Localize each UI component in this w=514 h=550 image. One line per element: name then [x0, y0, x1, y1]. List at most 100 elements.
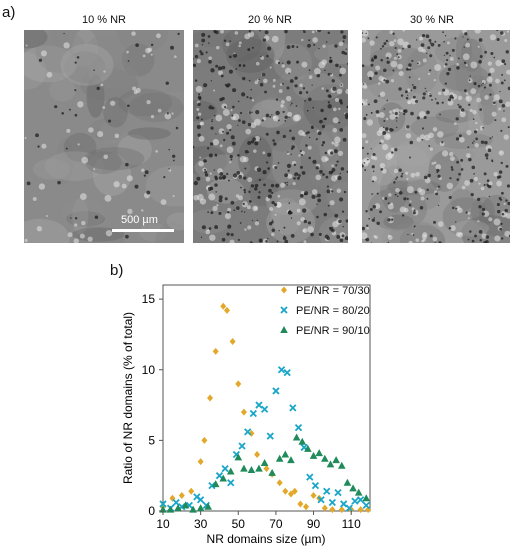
data-point [282, 487, 289, 495]
data-point [247, 466, 256, 474]
data-point [263, 465, 270, 473]
data-point [317, 496, 325, 504]
micrograph-title-10: 10 % NR [81, 14, 127, 26]
scale-bar [112, 229, 174, 232]
data-point [349, 484, 357, 492]
x-tick-label: 50 [232, 517, 246, 531]
data-point [189, 505, 197, 513]
data-point [309, 451, 318, 459]
data-point [226, 467, 235, 475]
data-point [201, 436, 208, 444]
data-point [219, 474, 228, 482]
data-point [260, 458, 269, 466]
data-point [298, 437, 307, 445]
data-point [238, 442, 246, 450]
data-point [362, 501, 370, 509]
legend-marker [281, 286, 287, 294]
micrograph-title-20: 20 % NR [247, 14, 293, 26]
data-point [329, 506, 336, 514]
panel-a-label: a) [2, 4, 16, 21]
x-tick-label: 70 [269, 517, 283, 531]
data-point [266, 432, 274, 440]
plot-frame [162, 284, 371, 512]
data-point [215, 472, 224, 480]
x-tick-label: 110 [342, 517, 361, 531]
data-point [328, 498, 337, 507]
data-point [229, 338, 236, 345]
size-distribution-chart: 10 30 50 70 90 110 0 5 10 15 PE/NR = 70/30 PE/NR … [121, 284, 372, 546]
data-point [287, 456, 295, 464]
data-point [240, 408, 247, 416]
data-point [166, 505, 175, 513]
data-point [306, 473, 314, 481]
data-point [197, 458, 204, 466]
y-tick-label: 10 [142, 363, 156, 377]
data-point [340, 500, 348, 508]
legend-marker [280, 306, 288, 314]
data-point [249, 409, 257, 418]
x-tick-label: 10 [156, 517, 170, 531]
data-point [311, 481, 320, 490]
data-point [356, 496, 365, 504]
y-tick-label: 5 [148, 433, 155, 447]
data-point [196, 496, 205, 504]
series-2 [159, 433, 371, 513]
data-point [338, 506, 345, 514]
legend-entry-label: PE/NR = 80/20 [296, 305, 370, 317]
micrograph-title-30: 30 % NR [409, 14, 455, 26]
data-point [292, 433, 301, 441]
data-point [289, 404, 297, 412]
data-point [354, 488, 363, 496]
panel-b-label: b) [110, 262, 124, 279]
data-point [337, 461, 346, 469]
data-point [211, 480, 220, 488]
data-point [244, 428, 252, 436]
x-tick-label: 90 [307, 517, 321, 531]
micrograph-10-percent-nr [24, 30, 184, 243]
x-tick-label: 30 [194, 517, 208, 531]
data-point [178, 491, 185, 499]
data-point [281, 450, 290, 458]
data-point [268, 468, 276, 476]
data-point [235, 380, 242, 388]
data-point [334, 489, 342, 497]
micrograph-30-percent-nr [362, 30, 510, 243]
data-point [188, 487, 195, 495]
data-point [272, 387, 280, 395]
data-point [221, 464, 229, 473]
data-point [343, 478, 352, 486]
data-point [220, 302, 227, 310]
data-point [297, 500, 304, 508]
data-point [291, 487, 298, 495]
legend-entry-label: PE/NR = 90/10 [296, 325, 370, 337]
y-tick-label: 15 [142, 292, 156, 306]
data-point [287, 490, 294, 498]
data-point [255, 401, 263, 409]
data-point [315, 449, 323, 457]
scale-bar-label: 500 µm [121, 214, 158, 226]
data-point [294, 424, 303, 432]
data-point [304, 444, 312, 452]
data-point [212, 347, 219, 355]
data-point [345, 504, 353, 512]
legend-marker [280, 326, 288, 333]
data-point [332, 456, 340, 464]
data-point [275, 454, 284, 462]
data-point [310, 491, 317, 499]
legend-entry-label: PE/NR = 70/30 [296, 285, 370, 297]
data-point [283, 368, 291, 377]
data-point [181, 501, 190, 509]
data-point [321, 454, 329, 462]
data-point [196, 504, 205, 512]
data-point [326, 460, 335, 468]
data-point [159, 500, 167, 508]
data-point [357, 506, 364, 514]
data-point [303, 503, 310, 511]
data-point [260, 405, 269, 413]
data-point [223, 306, 230, 314]
data-point [207, 394, 214, 402]
data-point [276, 479, 283, 487]
micrograph-20-percent-nr [193, 30, 348, 243]
data-point [255, 464, 263, 472]
data-point [254, 451, 261, 458]
